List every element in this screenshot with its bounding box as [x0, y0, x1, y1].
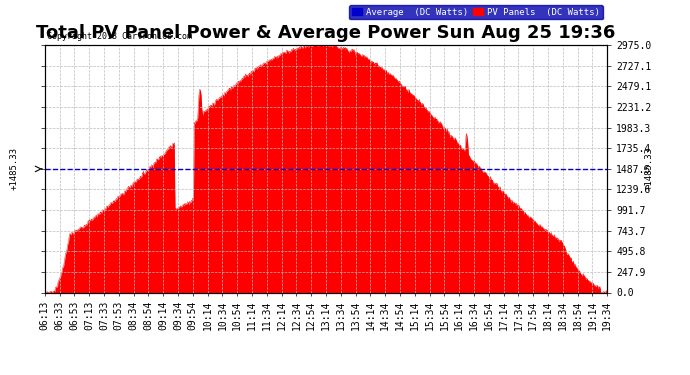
Text: +1485.33: +1485.33: [10, 147, 19, 190]
Text: Copyright 2013 Cartronics.com: Copyright 2013 Cartronics.com: [47, 32, 192, 41]
Title: Total PV Panel Power & Average Power Sun Aug 25 19:36: Total PV Panel Power & Average Power Sun…: [37, 24, 615, 42]
Legend: Average  (DC Watts), PV Panels  (DC Watts): Average (DC Watts), PV Panels (DC Watts): [349, 5, 602, 20]
Text: +1485.33: +1485.33: [645, 147, 654, 190]
